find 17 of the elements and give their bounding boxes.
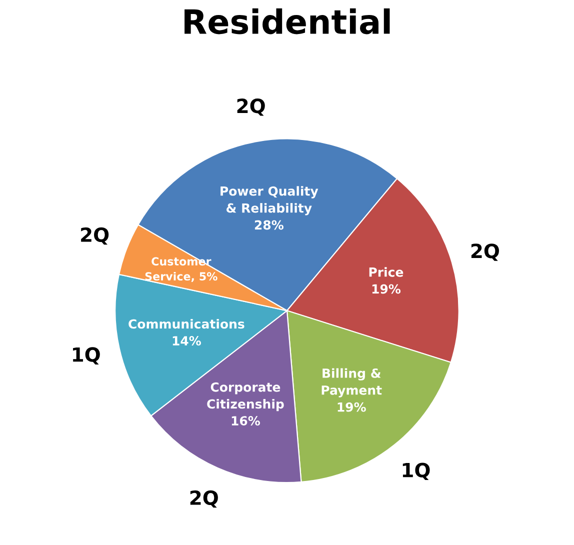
slice-label: Power Quality & Reliability — [220, 186, 318, 216]
text: 1Q — [73, 347, 100, 364]
chart-title: Residential — [184, 8, 390, 34]
slice-label: Billing & Payment — [322, 368, 382, 398]
slice-label: Price — [369, 267, 404, 277]
data-label: 19% — [338, 402, 366, 412]
data-label: 16% — [232, 416, 260, 426]
text: 1Q — [402, 462, 430, 480]
text: 2Q — [81, 227, 109, 245]
text: 2Q — [471, 244, 499, 261]
text: 2Q — [190, 490, 218, 508]
slice-label: Communications — [128, 318, 244, 329]
slice-label: Corporate Citizenship — [207, 382, 284, 412]
text: 2Q — [237, 98, 265, 116]
data-label: 19% — [372, 284, 401, 294]
data-label: 28% — [254, 220, 284, 230]
data-label: 14% — [172, 336, 201, 346]
